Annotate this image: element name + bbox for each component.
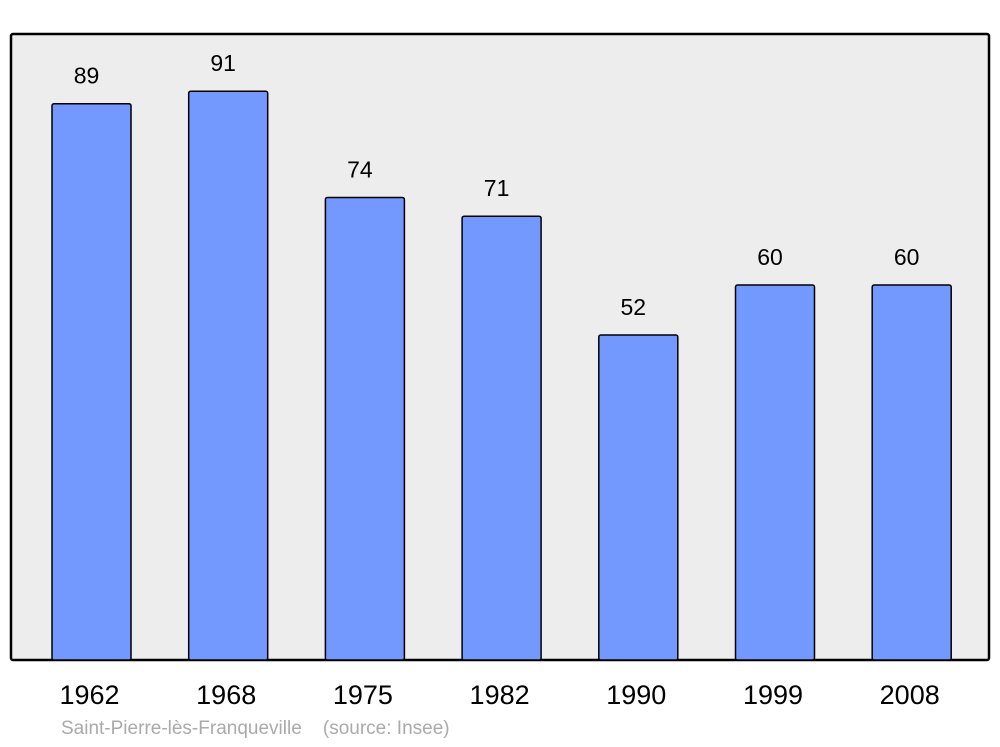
bar-1982: [461, 215, 542, 661]
x-tick-label-1982: 1982: [470, 680, 530, 710]
data-label-1962: 89: [74, 63, 100, 89]
x-tick-label-1999: 1999: [743, 680, 803, 710]
caption-source: (source: Insee): [322, 718, 450, 739]
bar-1962: [51, 102, 132, 661]
data-label-2008: 60: [894, 244, 920, 270]
data-label-1999: 60: [757, 244, 783, 270]
bar-1968: [187, 90, 269, 661]
data-label-1968: 91: [210, 50, 236, 76]
x-tick-label-1968: 1968: [196, 680, 256, 710]
x-tick-label-2008: 2008: [880, 680, 940, 710]
data-label-1982: 71: [484, 175, 510, 201]
data-label-1990: 52: [621, 294, 647, 320]
bar-1999: [734, 284, 816, 661]
x-tick-label-1962: 1962: [59, 680, 119, 710]
bar-2008: [871, 284, 952, 661]
bar-1990: [598, 334, 679, 661]
x-tick-label-1975: 1975: [333, 680, 393, 710]
x-tick-label-1990: 1990: [606, 680, 666, 710]
caption: Saint-Pierre-lès-Franqueville (source: I…: [61, 718, 450, 740]
caption-place: Saint-Pierre-lès-Franqueville: [61, 718, 302, 739]
bar-1975: [324, 196, 406, 661]
data-label-1975: 74: [347, 156, 373, 182]
